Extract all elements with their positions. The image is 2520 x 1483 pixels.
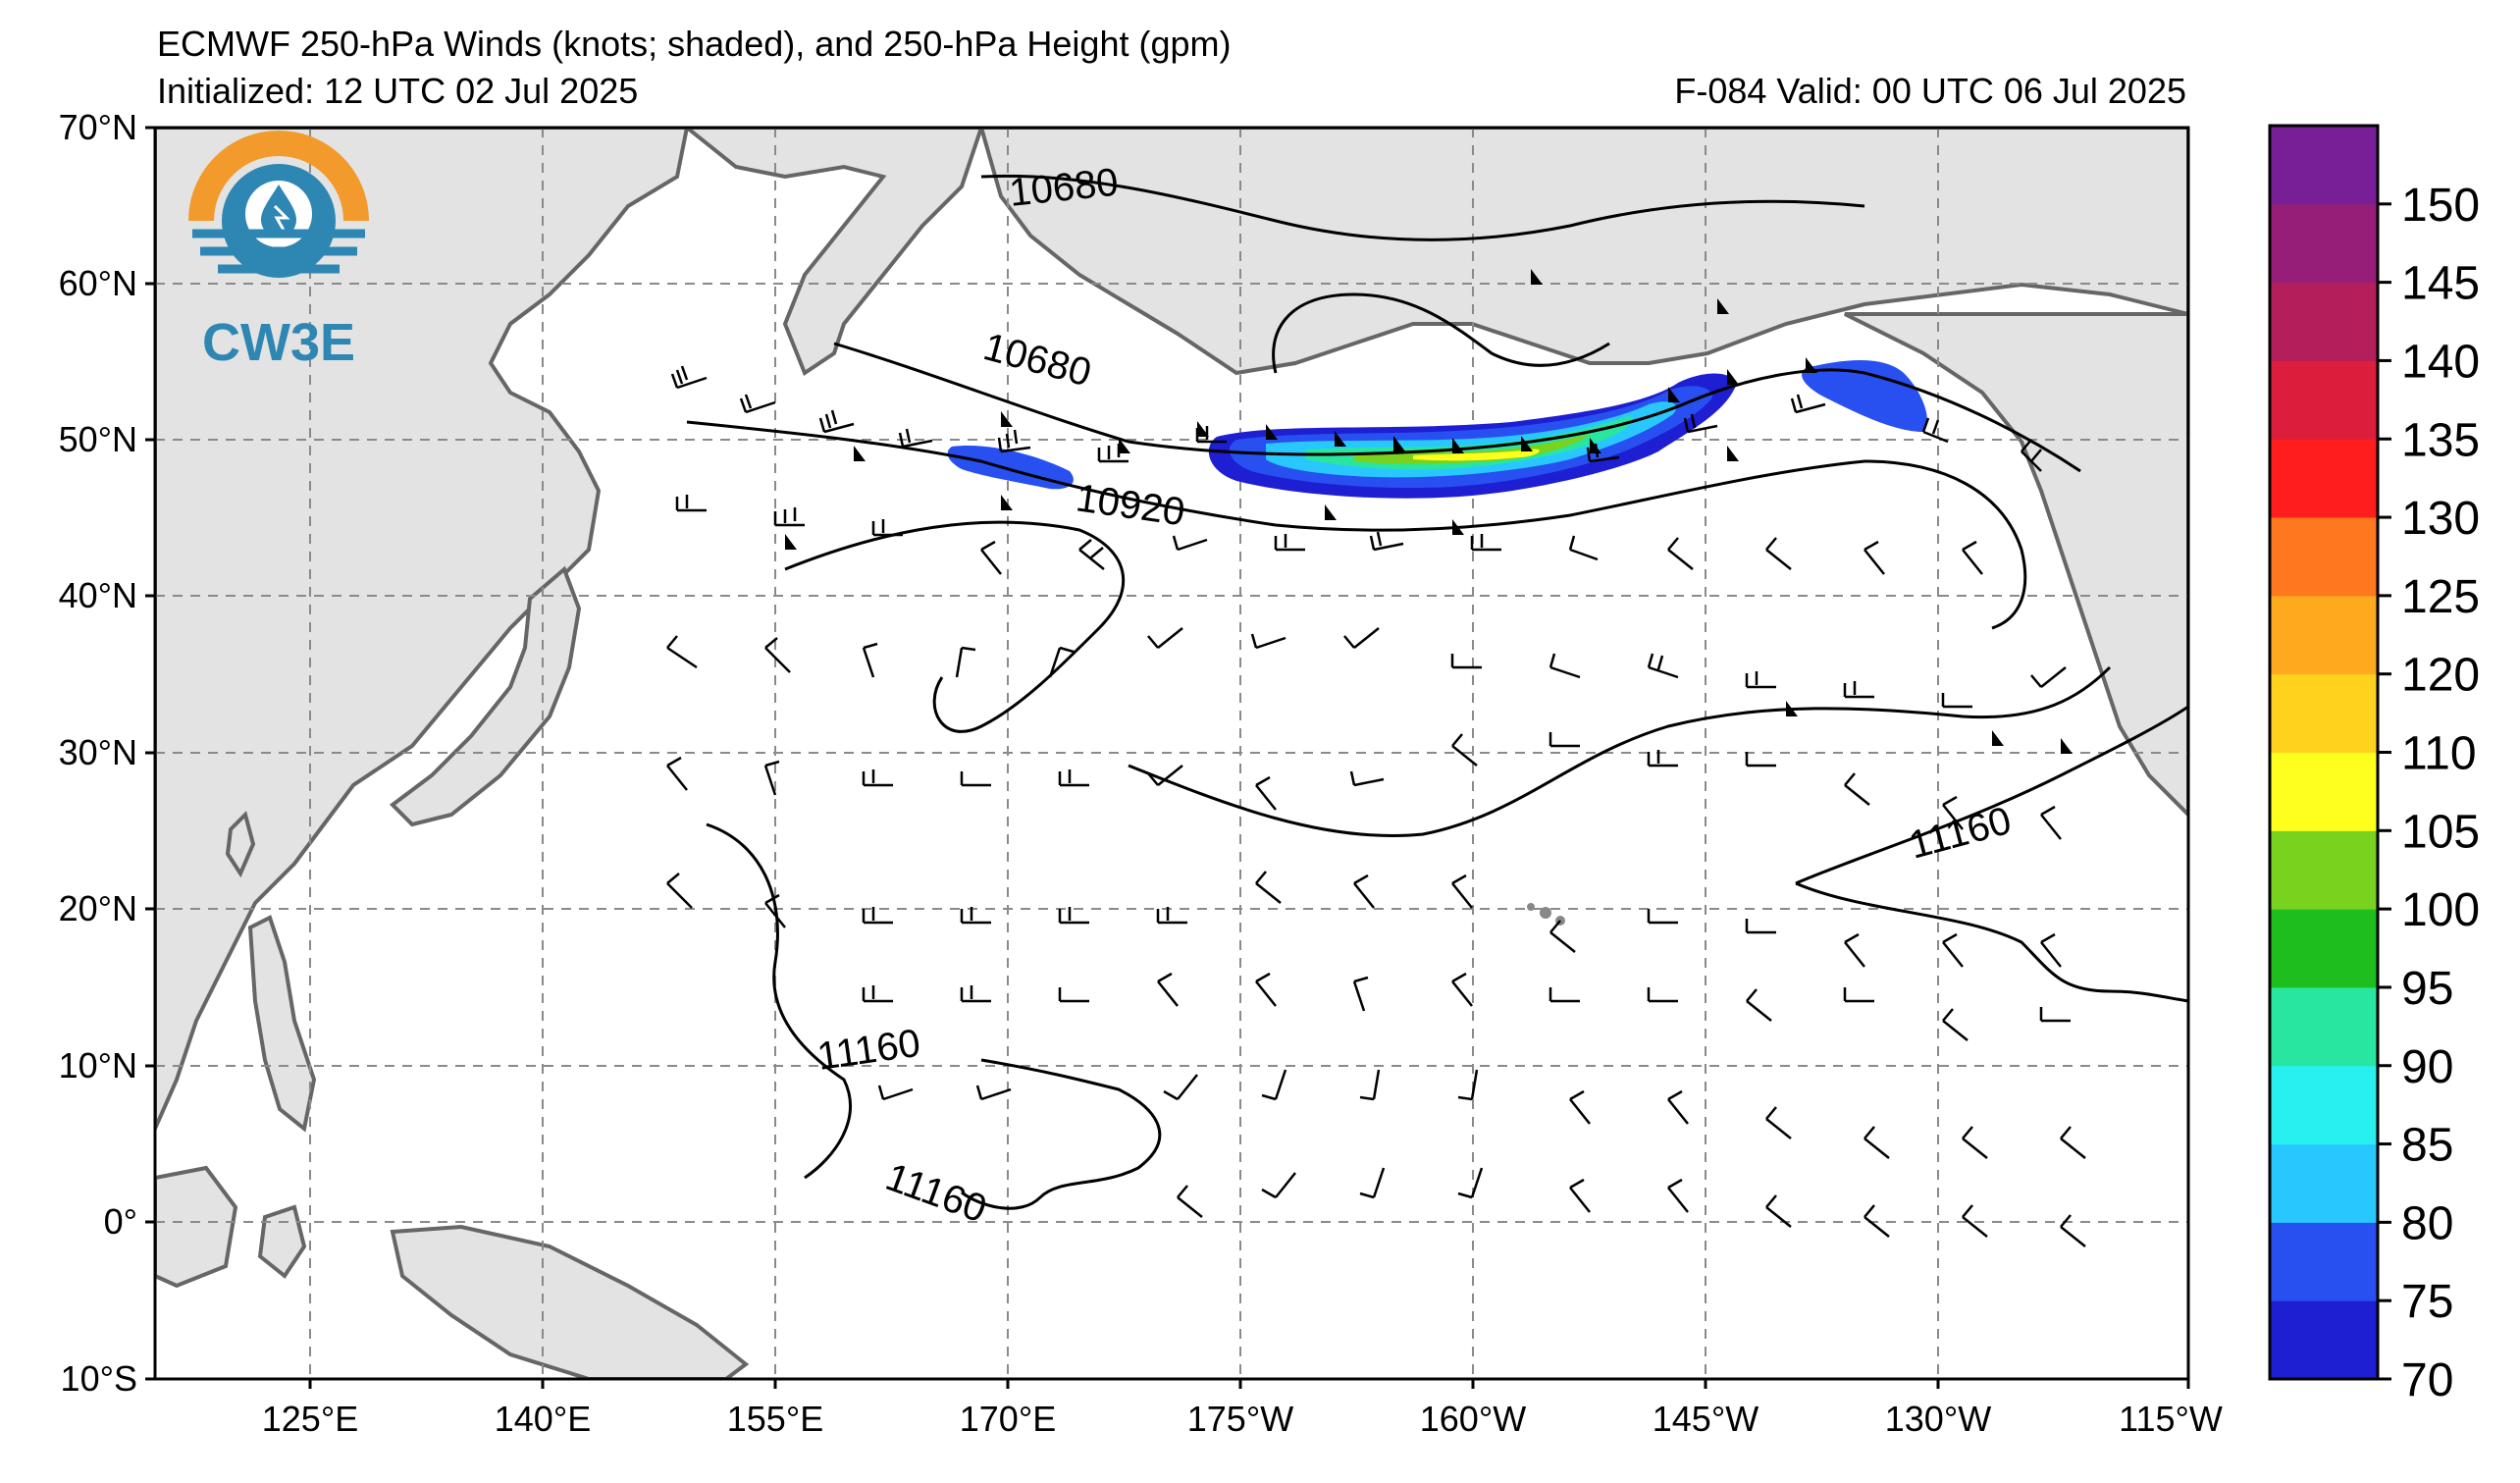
land-taiwan bbox=[225, 811, 256, 878]
colorbar-segment bbox=[2270, 595, 2378, 675]
colorbar-tick-label: 95 bbox=[2401, 963, 2453, 1015]
colorbar-segment bbox=[2270, 673, 2378, 753]
contour-10680-north bbox=[980, 174, 1865, 241]
colorbar-tick-label: 130 bbox=[2401, 493, 2480, 545]
colorbar-tick-label: 70 bbox=[2401, 1354, 2453, 1406]
lat-labels: 70°N 60°N 50°N 40°N 30°N 20°N 10°N 0° 10… bbox=[59, 107, 137, 1399]
contour-11160 bbox=[1128, 665, 2112, 838]
lat-label-10n: 10°N bbox=[59, 1045, 137, 1086]
jet-east-patch bbox=[1802, 359, 1927, 432]
contour-tropical-islands bbox=[961, 1058, 1162, 1210]
colorbar bbox=[2270, 126, 2378, 1380]
land-siberia bbox=[683, 128, 984, 377]
lat-label-50n: 50°N bbox=[59, 419, 137, 459]
colorbar-segment bbox=[2270, 1300, 2378, 1380]
flag-barbs bbox=[785, 269, 2073, 754]
colorbar-tick-label: 150 bbox=[2401, 180, 2480, 232]
colorbar-segment bbox=[2270, 986, 2378, 1067]
land-newguinea bbox=[390, 1224, 750, 1379]
jet-core-yellow bbox=[1413, 449, 1540, 461]
lon-label-145w: 145°W bbox=[1653, 1399, 1759, 1439]
lon-label-155e: 155°E bbox=[727, 1399, 823, 1439]
colorbar-tick-label: 120 bbox=[2401, 650, 2480, 702]
lon-label-175w: 175°W bbox=[1187, 1399, 1293, 1439]
colorbar-ticks: 150 145 140 135 130 125 120 110 105 100 95 90 85 80 75… bbox=[2378, 180, 2480, 1406]
lat-label-10s: 10°S bbox=[61, 1358, 137, 1399]
lat-label-20n: 20°N bbox=[59, 888, 137, 928]
colorbar-segment bbox=[2270, 1065, 2378, 1145]
wind-barbs bbox=[666, 365, 2086, 1247]
colorbar-segment bbox=[2270, 439, 2378, 518]
land-sulawesi bbox=[257, 1204, 307, 1279]
valid-time: F-084 Valid: 00 UTC 06 Jul 2025 bbox=[1674, 71, 2186, 111]
contour-10920 bbox=[686, 420, 2027, 630]
lon-label-140e: 140°E bbox=[495, 1399, 591, 1439]
colorbar-tick-label: 135 bbox=[2401, 414, 2480, 466]
lat-label-0: 0° bbox=[104, 1201, 137, 1242]
lon-label-160w: 160°W bbox=[1420, 1399, 1526, 1439]
colorbar-segment bbox=[2270, 126, 2378, 205]
lightning-icon bbox=[273, 204, 290, 233]
contour-10680 bbox=[833, 342, 2081, 473]
lat-label-40n: 40°N bbox=[59, 575, 137, 615]
colorbar-segment bbox=[2270, 360, 2378, 440]
land-asia bbox=[155, 128, 690, 1130]
colorbar-segment bbox=[2270, 909, 2378, 988]
cw3e-logo: CW3E bbox=[188, 131, 369, 372]
colorbar-tick-label: 110 bbox=[2401, 728, 2477, 780]
lon-label-130w: 130°W bbox=[1885, 1399, 1991, 1439]
jet-shading bbox=[947, 359, 1927, 499]
lat-label-70n: 70°N bbox=[59, 107, 137, 147]
colorbar-tick-label: 105 bbox=[2401, 806, 2480, 858]
contour-tropical-loop bbox=[706, 822, 852, 1180]
lon-labels: 125°E 140°E 155°E 170°E 175°W 160°W 145°… bbox=[262, 1399, 2223, 1439]
colorbar-tick-label: 100 bbox=[2401, 884, 2480, 936]
colorbar-segment bbox=[2270, 752, 2378, 831]
logo-orange-arc bbox=[188, 131, 369, 221]
land-masses bbox=[155, 128, 2188, 1379]
land-alaska bbox=[978, 128, 2188, 376]
colorbar-segment bbox=[2270, 517, 2378, 597]
colorbar-tick-label: 145 bbox=[2401, 258, 2480, 310]
lat-label-30n: 30°N bbox=[59, 732, 137, 772]
colorbar-tick-label: 125 bbox=[2401, 571, 2480, 623]
map-title: ECMWF 250-hPa Winds (knots; shaded), and… bbox=[157, 24, 1232, 64]
colorbar-segment bbox=[2270, 1222, 2378, 1301]
contour-11160-south bbox=[1795, 881, 2188, 1003]
lon-label-115w: 115°W bbox=[2119, 1399, 2223, 1439]
colorbar-segment bbox=[2270, 830, 2378, 910]
colorbar-tick-label: 140 bbox=[2401, 336, 2480, 388]
height-contours bbox=[686, 174, 2188, 1210]
lat-label-60n: 60°N bbox=[59, 263, 137, 303]
colorbar-segment bbox=[2270, 203, 2378, 284]
graticule bbox=[155, 128, 2188, 1379]
contour-11160-east bbox=[1795, 705, 2188, 885]
init-time: Initialized: 12 UTC 02 Jul 2025 bbox=[157, 71, 639, 111]
contour-11160-north bbox=[784, 520, 1126, 733]
land-japan bbox=[389, 565, 582, 827]
colorbar-segment bbox=[2270, 1143, 2378, 1223]
colorbar-tick-label: 85 bbox=[2401, 1120, 2453, 1172]
colorbar-segment bbox=[2270, 282, 2378, 361]
axis-ticks bbox=[145, 126, 2190, 1389]
colorbar-tick-label: 75 bbox=[2401, 1276, 2453, 1328]
colorbar-tick-label: 80 bbox=[2401, 1197, 2453, 1249]
lon-label-170e: 170°E bbox=[960, 1399, 1056, 1439]
logo-waves bbox=[192, 229, 365, 274]
lon-label-125e: 125°E bbox=[262, 1399, 358, 1439]
logo-text: CW3E bbox=[202, 313, 355, 372]
colorbar-tick-label: 90 bbox=[2401, 1041, 2453, 1093]
land-borneo bbox=[155, 1165, 238, 1289]
contour-east-ridge bbox=[1272, 292, 1610, 374]
